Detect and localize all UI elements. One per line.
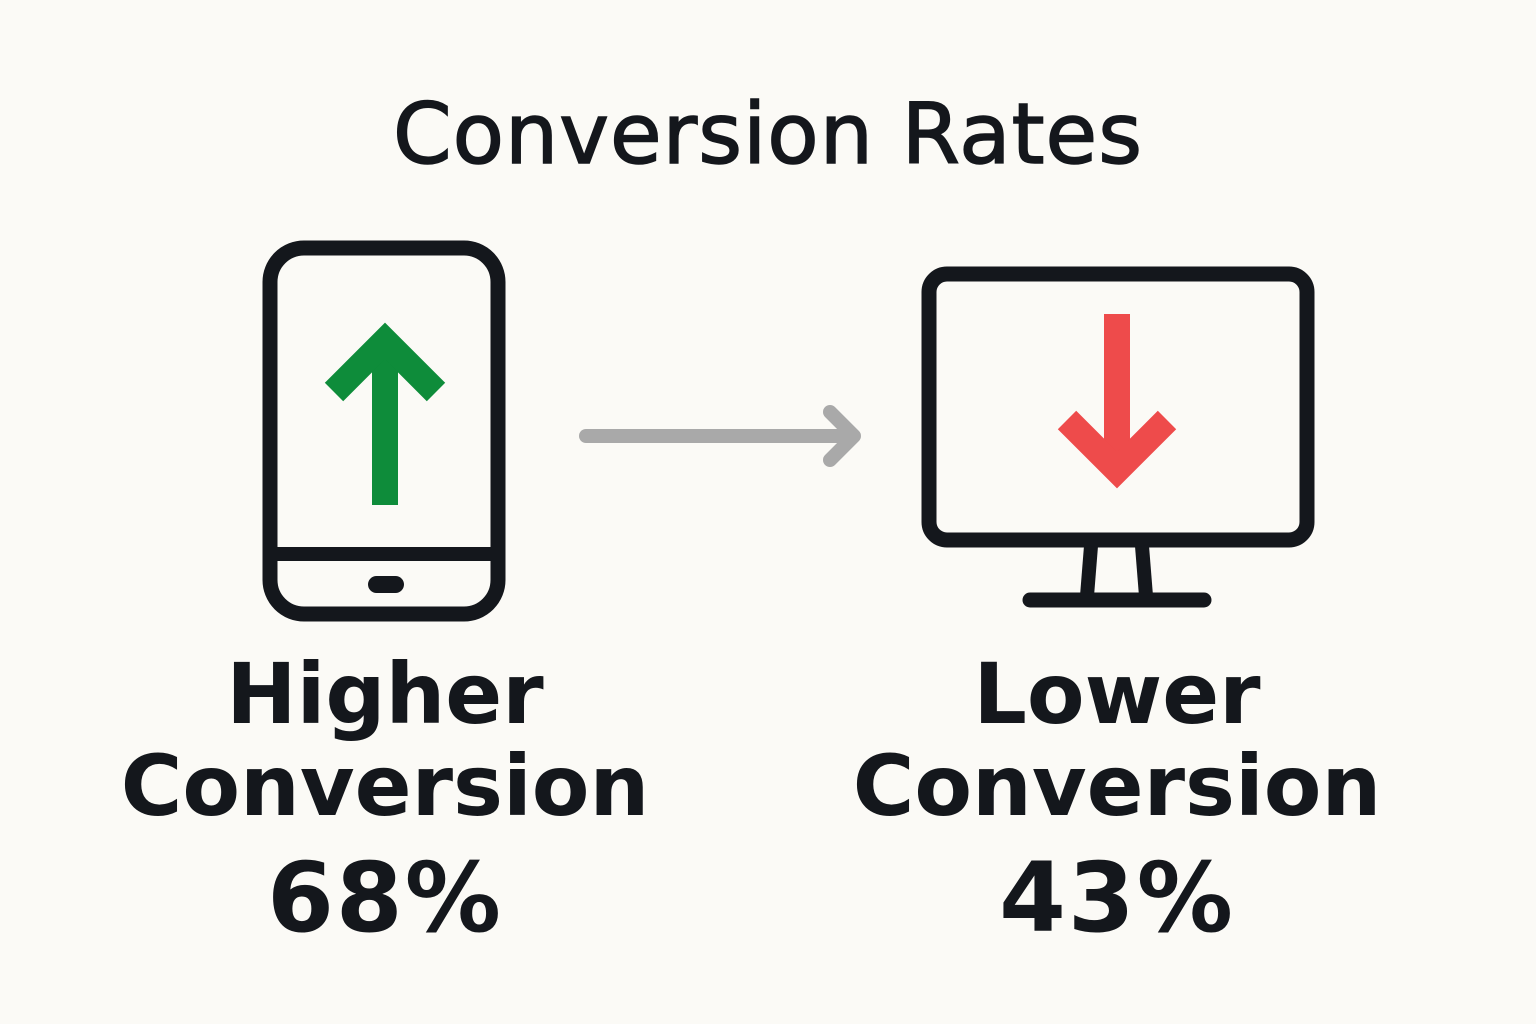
mobile-label-line2: Conversion bbox=[120, 737, 650, 835]
page-title: Conversion Rates bbox=[392, 85, 1143, 183]
mobile-label: Higher Conversion bbox=[80, 648, 690, 832]
desktop-conversion-value: 43% bbox=[999, 842, 1235, 954]
home-button-icon bbox=[368, 576, 404, 593]
arrow-right-icon bbox=[579, 405, 861, 467]
mobile-label-line1: Higher bbox=[226, 645, 544, 743]
desktop-monitor-icon bbox=[921, 266, 1315, 608]
smartphone-icon bbox=[262, 240, 506, 622]
desktop-label-line2: Conversion bbox=[852, 737, 1382, 835]
desktop-label-line1: Lower bbox=[973, 645, 1261, 743]
mobile-conversion-value: 68% bbox=[267, 842, 503, 954]
arrow-up-icon bbox=[324, 322, 446, 505]
arrow-down-icon bbox=[1057, 314, 1177, 489]
desktop-label: Lower Conversion bbox=[812, 648, 1422, 832]
